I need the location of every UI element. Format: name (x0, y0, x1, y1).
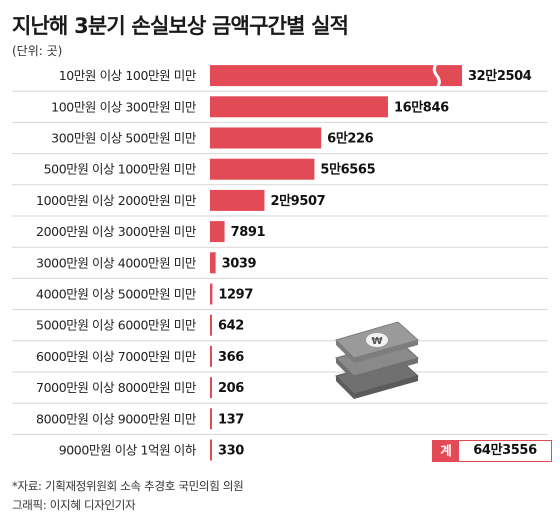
value-label: 5만6565 (320, 162, 375, 178)
value-label: 1297 (218, 288, 253, 303)
total-value: 64만3556 (459, 441, 551, 461)
credit-note: 그래픽: 이지혜 디자인기자 (12, 498, 136, 512)
bar (210, 377, 212, 399)
category-label: 10만원 이상 100만원 미만 (59, 68, 197, 83)
value-label: 6만226 (327, 131, 373, 147)
bar (210, 345, 212, 367)
value-label: 3039 (222, 256, 257, 271)
category-label: 2000만원 이상 3000만원 미만 (36, 224, 197, 239)
value-label: 366 (218, 350, 244, 365)
value-label: 2만9507 (270, 193, 325, 209)
value-label: 330 (218, 444, 244, 459)
category-label: 8000만원 이상 9000만원 미만 (36, 411, 197, 426)
bar (210, 408, 212, 430)
value-label: 206 (218, 381, 244, 396)
value-label: 642 (218, 319, 244, 334)
bar (210, 314, 212, 336)
bar-chart: 10만원 이상 100만원 미만 32만2504 100만원 이상 300만원 미만… (12, 62, 548, 461)
bar (210, 221, 225, 243)
bar (210, 439, 212, 461)
source-note: *자료: 기획재정위원회 소속 추경호 국민의힘 의원 (12, 479, 244, 493)
bar (210, 96, 388, 118)
axis-break-mark (432, 62, 441, 90)
total-box: 계 64만3556 (432, 440, 552, 462)
category-label: 6000만원 이상 7000만원 미만 (36, 349, 197, 364)
bar (210, 252, 216, 274)
total-label: 계 (433, 441, 459, 461)
money-stack-icon: ₩ (335, 321, 420, 399)
category-label: 100만원 이상 300만원 미만 (51, 99, 197, 114)
category-label: 4000만원 이상 5000만원 미만 (36, 287, 197, 302)
value-label: 137 (218, 412, 244, 427)
category-label: 9000만원 이상 1억원 이하 (59, 443, 197, 458)
category-label: 1000만원 이상 2000만원 미만 (36, 193, 197, 208)
value-label: 16만846 (394, 99, 449, 115)
category-label: 500만원 이상 1000만원 미만 (44, 162, 197, 177)
bar (210, 189, 265, 211)
value-label: 7891 (231, 225, 266, 240)
bar (210, 158, 315, 180)
bar (210, 65, 462, 87)
category-label: 3000만원 이상 4000만원 미만 (36, 255, 197, 270)
chart-title: 지난해 3분기 손실보상 금액구간별 실적 (12, 14, 349, 38)
unit-label: (단위: 곳) (12, 44, 63, 58)
category-label: 300만원 이상 500만원 미만 (51, 131, 197, 146)
value-label: 32만2504 (468, 68, 532, 84)
won-sign-icon: ₩ (371, 336, 382, 347)
category-label: 7000만원 이상 8000만원 미만 (36, 380, 197, 395)
bar (210, 283, 213, 305)
category-label: 5000만원 이상 6000만원 미만 (36, 318, 197, 333)
bar (210, 127, 322, 149)
